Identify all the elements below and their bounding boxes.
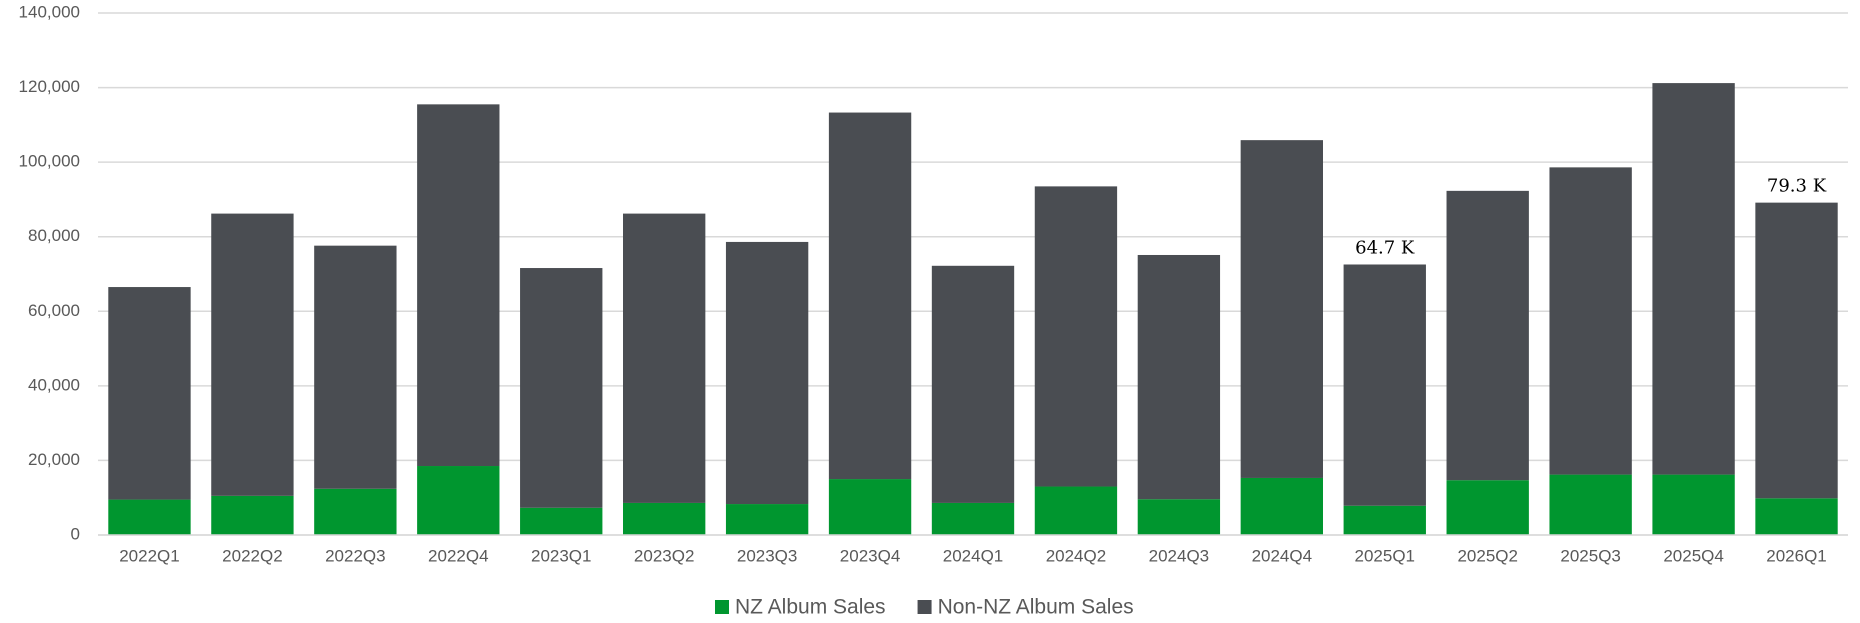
bar-segment <box>623 213 706 503</box>
y-tick-label: 120,000 <box>19 77 80 96</box>
x-tick-label: 2024Q1 <box>943 546 1004 565</box>
bar-segment <box>1343 505 1426 535</box>
bar-segment <box>1652 474 1735 535</box>
x-tick-label: 2022Q4 <box>428 546 489 565</box>
x-tick-label: 2025Q2 <box>1457 546 1518 565</box>
x-tick-label: 2025Q3 <box>1560 546 1621 565</box>
bar-segment <box>1137 499 1221 535</box>
legend-label: NZ Album Sales <box>735 596 886 619</box>
bar-segment <box>1446 480 1529 535</box>
bar-segment <box>1343 264 1426 506</box>
y-tick-label: 100,000 <box>19 152 80 171</box>
y-tick-label: 80,000 <box>28 226 80 245</box>
x-tick-label: 2026Q1 <box>1766 546 1827 565</box>
bar-segment <box>1240 140 1323 478</box>
y-tick-label: 140,000 <box>19 2 80 21</box>
bar-segment <box>314 245 397 489</box>
x-tick-label: 2024Q3 <box>1149 546 1210 565</box>
bar-segment <box>1549 474 1632 535</box>
y-tick-label: 60,000 <box>28 301 80 320</box>
bar-segment <box>1034 486 1118 535</box>
bar-segment <box>108 287 191 500</box>
bar-segment <box>211 213 294 496</box>
bar-segment <box>1549 167 1632 475</box>
bar-segment <box>623 502 706 535</box>
x-tick-label: 2024Q2 <box>1046 546 1107 565</box>
bar-segment <box>1652 83 1735 475</box>
y-tick-label: 0 <box>71 524 80 543</box>
x-tick-label: 2024Q4 <box>1252 546 1313 565</box>
legend-swatch <box>917 600 932 614</box>
bar-segment <box>931 502 1015 535</box>
x-tick-label: 2023Q3 <box>737 546 798 565</box>
x-tick-label: 2023Q1 <box>531 546 592 565</box>
bar-segment <box>417 104 500 467</box>
bar-segment <box>725 241 809 505</box>
y-tick-label: 20,000 <box>28 450 80 469</box>
x-tick-label: 2022Q2 <box>222 546 283 565</box>
legend-swatch <box>715 600 729 614</box>
bar-segment <box>314 488 397 535</box>
x-tick-label: 2025Q4 <box>1663 546 1724 565</box>
legend-label: Non-NZ Album Sales <box>938 596 1134 619</box>
bar-segment <box>931 265 1015 503</box>
data-label: 79.3 K <box>1767 176 1827 197</box>
bar-segment <box>108 499 191 535</box>
bar-segment <box>1755 202 1838 499</box>
bar-segment <box>1137 254 1221 500</box>
bar-segment <box>211 495 294 535</box>
x-tick-label: 2023Q4 <box>840 546 901 565</box>
bar-segment <box>828 479 912 535</box>
bar-segment <box>1446 190 1529 481</box>
bar-segment <box>828 112 912 480</box>
bar-segment <box>725 504 809 535</box>
bar-segment <box>520 268 603 508</box>
bar-segment <box>1755 498 1838 535</box>
x-tick-label: 2023Q2 <box>634 546 695 565</box>
y-tick-label: 40,000 <box>28 375 80 394</box>
bar-segment <box>520 507 603 535</box>
x-tick-label: 2022Q1 <box>119 546 180 565</box>
bar-segment <box>1240 477 1323 535</box>
bar-segment <box>1034 186 1118 487</box>
data-label: 64.7 K <box>1355 237 1415 258</box>
x-tick-label: 2025Q1 <box>1355 546 1416 565</box>
x-tick-label: 2022Q3 <box>325 546 386 565</box>
bar-segment <box>417 466 500 535</box>
